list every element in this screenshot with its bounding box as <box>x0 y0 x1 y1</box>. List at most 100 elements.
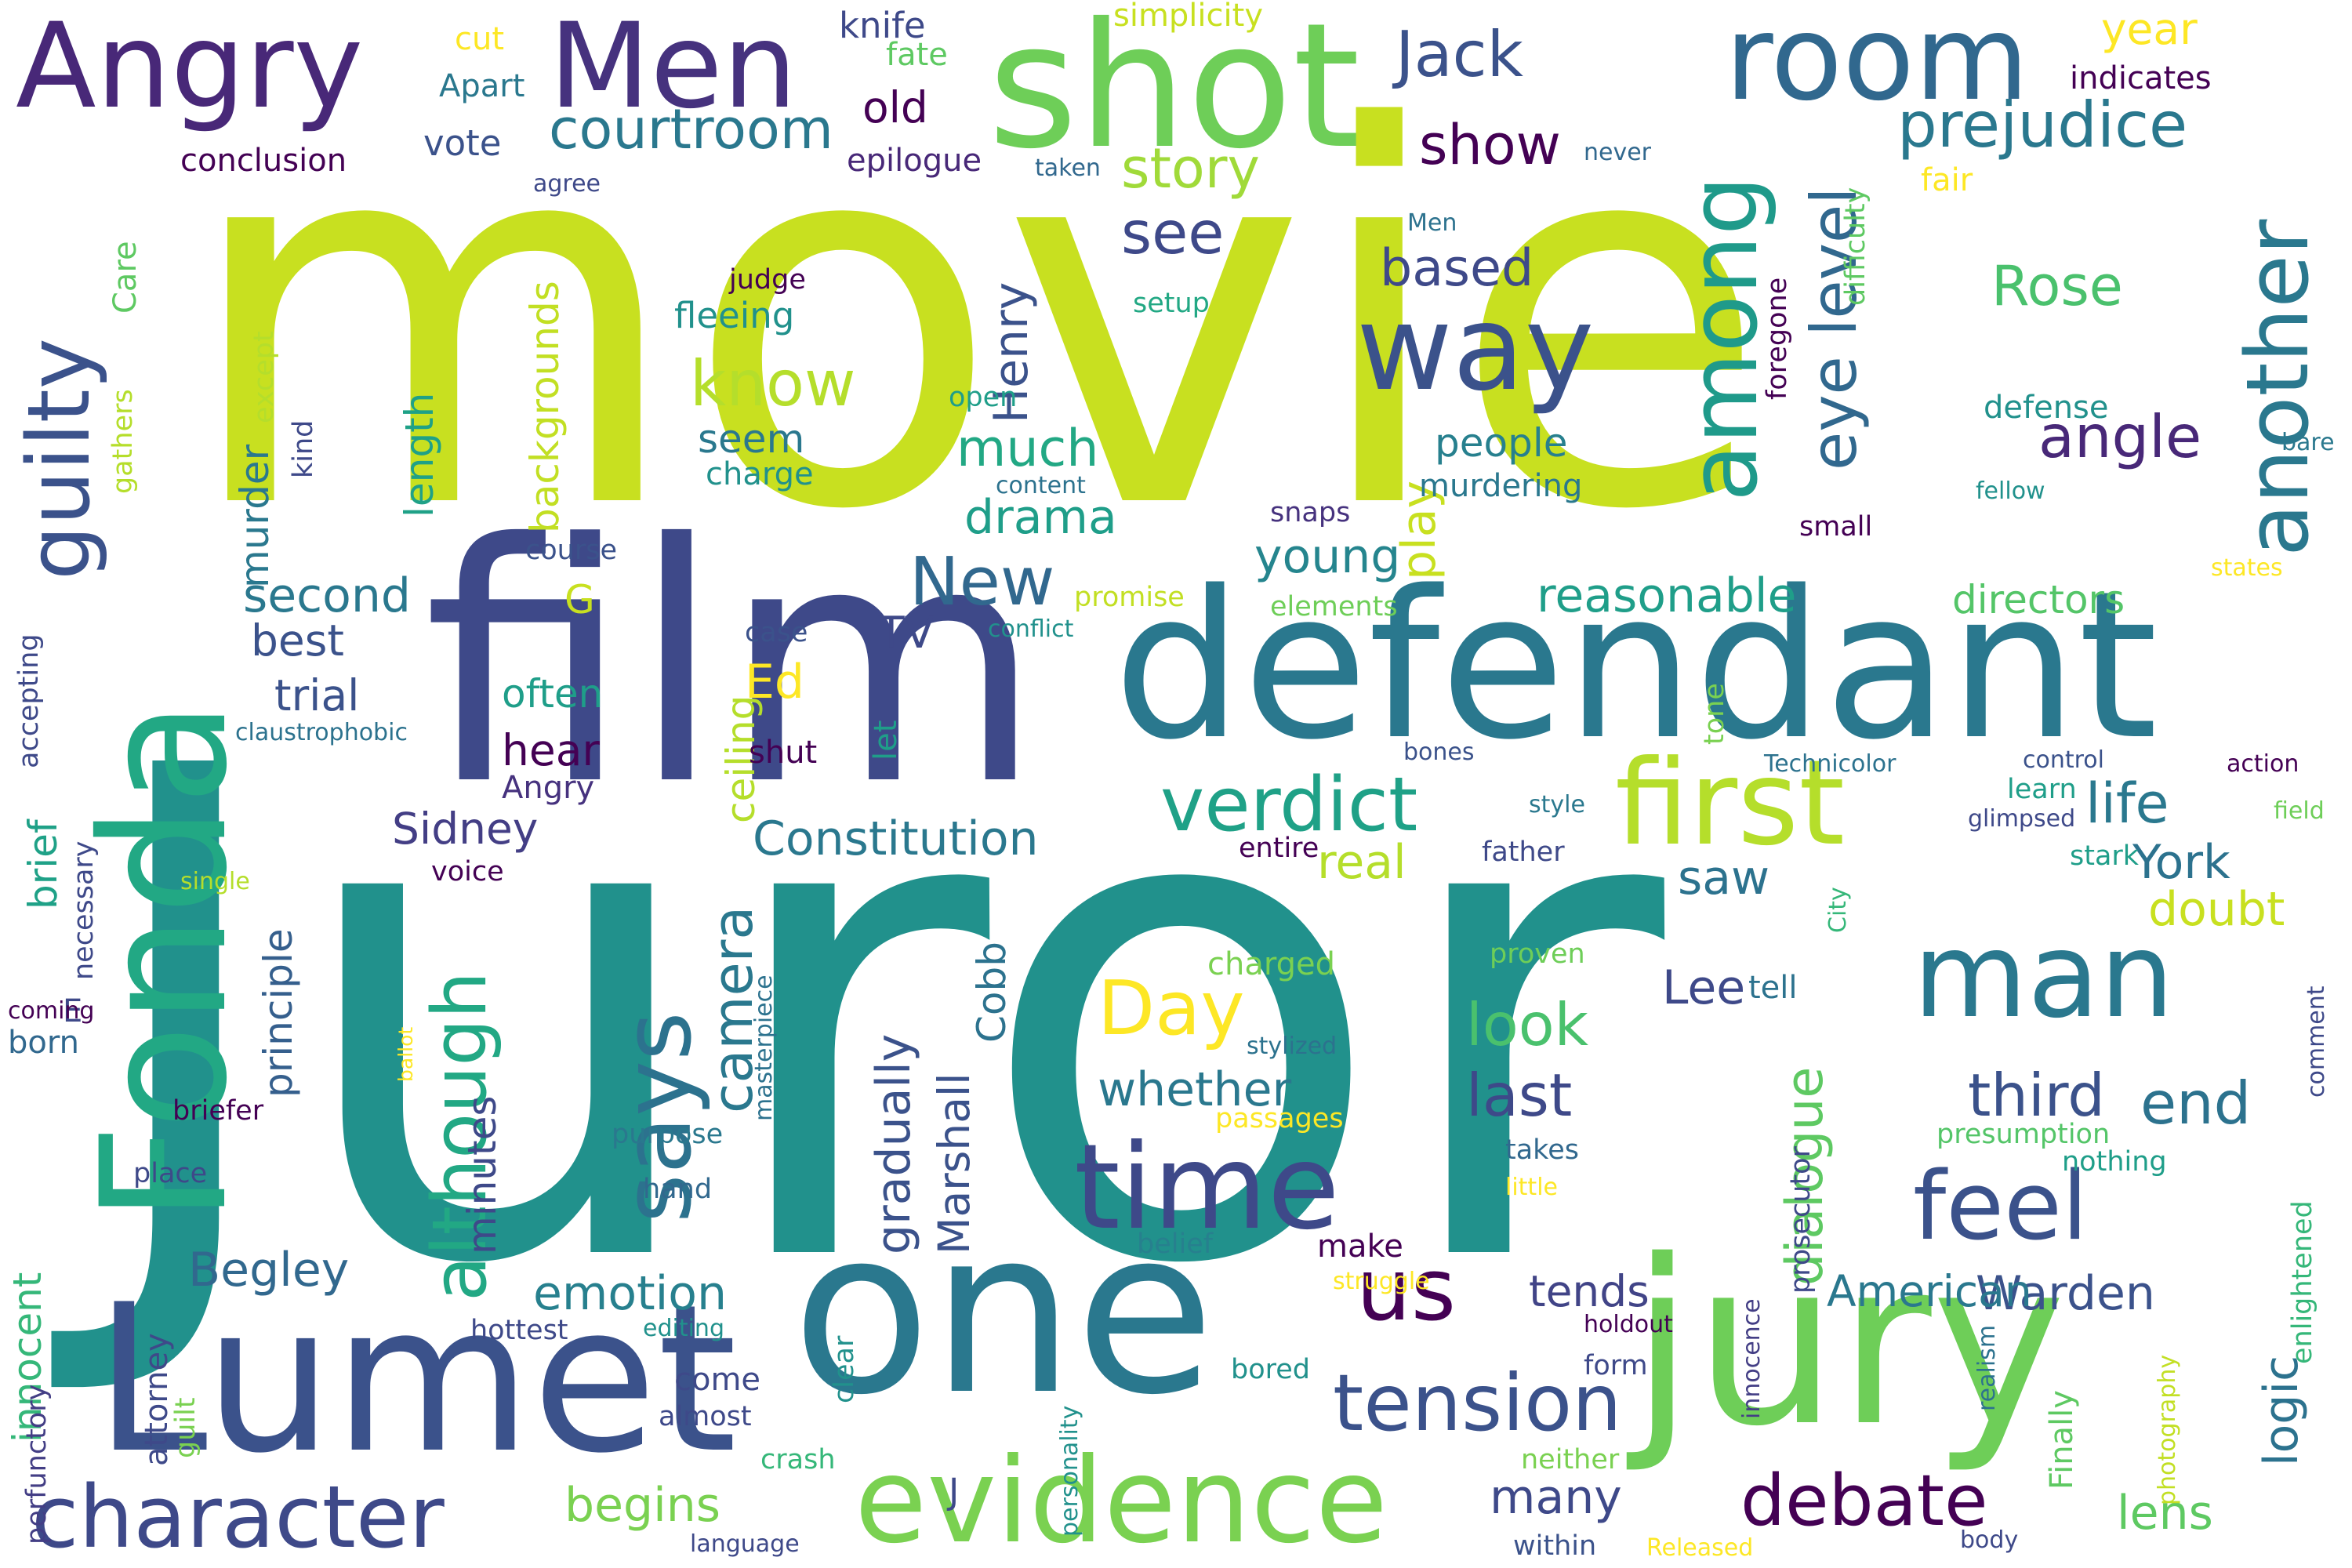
cloud-word: gradually <box>866 1033 921 1254</box>
cloud-word: fair <box>1921 162 1973 198</box>
cloud-word: trial <box>274 670 360 720</box>
cloud-word: photography <box>2154 1354 2181 1505</box>
cloud-word: fate <box>886 37 948 73</box>
cloud-word: prosecutor <box>1785 1146 1817 1294</box>
cloud-word: masterpiece <box>750 975 778 1121</box>
cloud-word: judge <box>729 264 806 296</box>
cloud-word: claustrophobic <box>235 719 408 746</box>
cloud-word: place <box>133 1158 208 1189</box>
cloud-word: way <box>1356 281 1595 417</box>
cloud-word: form <box>1584 1350 1648 1381</box>
cloud-word: Care <box>107 241 143 314</box>
cloud-word: necessary <box>68 840 100 980</box>
cloud-word: end <box>2140 1069 2252 1138</box>
cloud-word: language <box>690 1530 800 1558</box>
cloud-word: principle <box>256 928 301 1098</box>
cloud-word: Sidney <box>392 804 539 854</box>
cloud-word: vote <box>423 122 502 164</box>
cloud-word: control <box>2023 746 2104 774</box>
cloud-word: much <box>956 419 1099 478</box>
cloud-word: small <box>1799 511 1873 543</box>
cloud-word: conclusion <box>180 143 347 179</box>
cloud-word: Fonda <box>64 699 265 1223</box>
cloud-word: J <box>949 1471 960 1512</box>
cloud-word: never <box>1584 139 1652 166</box>
cloud-word: style <box>1529 791 1585 818</box>
cloud-word: let <box>868 720 904 760</box>
cloud-word: many <box>1490 1470 1622 1525</box>
cloud-word: glimpsed <box>1968 805 2076 833</box>
cloud-word: struggle <box>1333 1268 1430 1295</box>
cloud-word: field <box>2274 797 2325 825</box>
cloud-word: cut <box>455 21 505 57</box>
cloud-word: year <box>2101 4 2198 54</box>
cloud-word: difficulty <box>1840 187 1871 306</box>
cloud-word: snaps <box>1270 497 1351 528</box>
cloud-word: Marshall <box>929 1073 979 1254</box>
cloud-word: best <box>251 615 344 666</box>
cloud-word: knife <box>839 5 926 46</box>
cloud-word: Lee <box>1662 960 1746 1015</box>
cloud-word: second <box>243 568 411 623</box>
cloud-word: except <box>249 331 280 423</box>
cloud-word: old <box>862 82 928 132</box>
cloud-word: Released <box>1646 1534 1754 1562</box>
cloud-word: one <box>792 1181 1215 1445</box>
cloud-word: brief <box>20 819 66 909</box>
cloud-word: minutes <box>459 1095 505 1254</box>
cloud-word: Apart <box>439 68 525 104</box>
cloud-word: stylized <box>1247 1033 1338 1060</box>
cloud-word: debate <box>1740 1460 1988 1542</box>
cloud-word: clear <box>829 1335 860 1403</box>
cloud-word: setup <box>1133 288 1210 319</box>
cloud-word: length <box>397 392 442 517</box>
cloud-word: bones <box>1403 739 1475 766</box>
cloud-word: almost <box>659 1401 752 1432</box>
cloud-word: murdering <box>1419 468 1583 504</box>
cloud-word: American <box>1827 1266 2032 1316</box>
cloud-word: hottest <box>470 1315 568 1346</box>
cloud-word: passages <box>1215 1103 1344 1134</box>
cloud-word: body <box>1960 1526 2019 1554</box>
cloud-word: ballot <box>394 1026 417 1082</box>
cloud-word: Begley <box>188 1243 350 1298</box>
cloud-word: know <box>690 347 856 420</box>
cloud-word: indicates <box>2070 60 2212 96</box>
cloud-word: tends <box>1529 1266 1650 1316</box>
cloud-word: film <box>423 474 1044 858</box>
cloud-word: Constitution <box>753 811 1039 866</box>
cloud-word: Cobb <box>969 942 1014 1043</box>
cloud-word: presumption <box>1936 1119 2111 1150</box>
cloud-word: within <box>1513 1530 1597 1562</box>
cloud-word: emotion <box>533 1266 728 1321</box>
cloud-word: feel <box>1913 1152 2089 1261</box>
cloud-word: charged <box>1207 946 1335 982</box>
cloud-word: voice <box>431 856 504 887</box>
cloud-word: Lumet <box>94 1261 738 1498</box>
cloud-word: personality <box>1056 1405 1083 1537</box>
cloud-word: hear <box>502 725 601 775</box>
cloud-word: promise <box>1074 582 1185 613</box>
cloud-word: tension <box>1333 1357 1622 1449</box>
cloud-word: Finally <box>2044 1390 2080 1490</box>
cloud-word: shut <box>749 735 818 771</box>
cloud-word: taken <box>1035 154 1101 182</box>
cloud-word: fellow <box>1976 477 2045 505</box>
cloud-word: time <box>1074 1120 1340 1256</box>
cloud-word: Jack <box>1396 18 1523 91</box>
cloud-word: case <box>745 617 808 648</box>
cloud-word: Angry <box>16 0 364 135</box>
cloud-word: nothing <box>2062 1146 2167 1178</box>
cloud-word: editing <box>643 1315 724 1342</box>
cloud-word: evidence <box>855 1433 1388 1568</box>
cloud-word: come <box>674 1362 761 1398</box>
cloud-word: purpose <box>612 1119 724 1150</box>
cloud-word: neither <box>1521 1444 1620 1475</box>
cloud-word: angle <box>2038 402 2202 471</box>
cloud-word: Men <box>549 0 797 135</box>
cloud-word: Day <box>1098 966 1245 1052</box>
cloud-word: simplicity <box>1113 0 1263 34</box>
cloud-word: Juror <box>86 626 1665 1411</box>
cloud-word: accepting <box>13 633 45 768</box>
cloud-word: room <box>1725 0 2030 127</box>
